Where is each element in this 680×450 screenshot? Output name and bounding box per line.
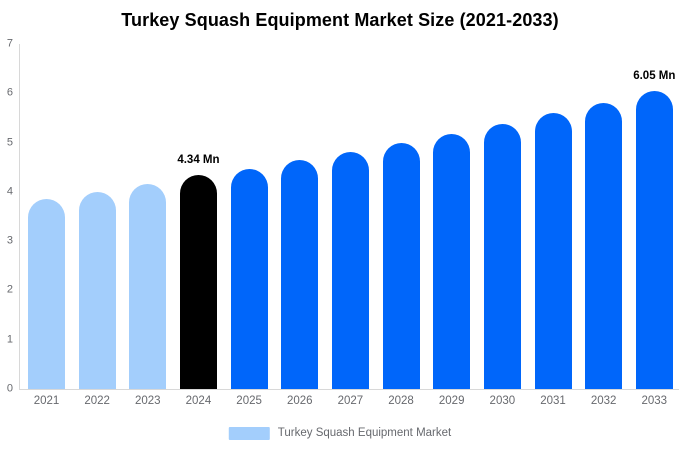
x-axis-tick-label-2025: 2025	[236, 395, 262, 407]
bar-2033[interactable]	[635, 90, 673, 389]
x-axis-tick-label-2031: 2031	[540, 395, 566, 407]
bar-2026[interactable]	[281, 160, 319, 389]
bar-2025[interactable]	[230, 169, 268, 389]
x-axis-tick-label-2022: 2022	[84, 395, 110, 407]
bar-2030[interactable]	[483, 123, 521, 389]
bar-2029[interactable]	[433, 133, 471, 389]
legend-swatch	[228, 427, 270, 440]
bar-2023[interactable]	[129, 184, 167, 389]
y-axis-tick-label: 1	[6, 333, 13, 346]
x-axis-tick-label-2021: 2021	[33, 395, 60, 407]
x-axis-tick-label-2033: 2033	[641, 395, 668, 407]
legend[interactable]: Turkey Squash Equipment Market	[228, 426, 452, 440]
x-axis-tick-label-2030: 2030	[489, 395, 516, 407]
data-label-2024: 4.34 Mn	[177, 154, 220, 167]
x-axis-tick-label-2024: 2024	[185, 395, 212, 407]
bar-2032[interactable]	[585, 102, 623, 389]
y-axis-tick-label: 3	[6, 234, 13, 247]
x-axis-tick-label-2028: 2028	[388, 395, 414, 407]
x-axis-tick-label-2026: 2026	[286, 395, 313, 407]
y-axis-tick-label: 5	[6, 136, 13, 149]
y-axis-tick-label: 2	[6, 283, 13, 296]
x-axis-tick-label-2027: 2027	[337, 395, 364, 407]
x-axis-tick-label-2023: 2023	[135, 395, 161, 407]
bar-2028[interactable]	[382, 142, 420, 389]
plot-area	[19, 44, 679, 390]
chart-title: Turkey Squash Equipment Market Size (202…	[121, 10, 559, 30]
legend-label: Turkey Squash Equipment Market	[277, 426, 452, 439]
bar-2022[interactable]	[78, 191, 116, 389]
y-axis-tick-label: 4	[6, 185, 13, 198]
x-axis-tick-label-2029: 2029	[438, 395, 465, 407]
y-axis-tick-label: 0	[6, 382, 13, 395]
bar-2021[interactable]	[28, 199, 65, 389]
y-axis-tick-label: 6	[6, 86, 13, 99]
bar-2031[interactable]	[534, 113, 572, 389]
bar-2027[interactable]	[331, 151, 369, 389]
x-axis-tick-label-2032: 2032	[590, 395, 617, 407]
bar-2024[interactable]	[179, 175, 217, 389]
data-label-2033: 6.05 Mn	[633, 69, 676, 82]
y-axis-tick-label: 7	[6, 37, 13, 50]
